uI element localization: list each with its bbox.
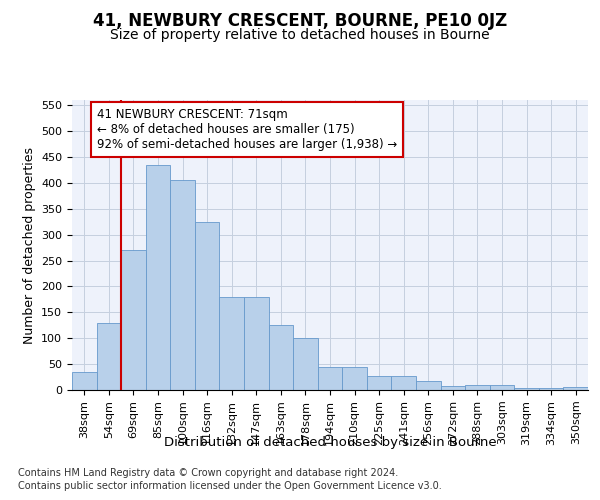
Text: 41, NEWBURY CRESCENT, BOURNE, PE10 0JZ: 41, NEWBURY CRESCENT, BOURNE, PE10 0JZ	[93, 12, 507, 30]
Bar	[293, 338, 318, 390]
Text: Contains HM Land Registry data © Crown copyright and database right 2024.: Contains HM Land Registry data © Crown c…	[18, 468, 398, 477]
Text: Size of property relative to detached houses in Bourne: Size of property relative to detached ho…	[110, 28, 490, 42]
Bar	[514, 388, 539, 390]
Bar	[490, 385, 514, 390]
Bar	[146, 164, 170, 390]
Bar	[342, 366, 367, 390]
Bar	[72, 372, 97, 390]
Text: Contains public sector information licensed under the Open Government Licence v3: Contains public sector information licen…	[18, 481, 442, 491]
Bar	[220, 297, 244, 390]
Bar	[318, 366, 342, 390]
Bar	[195, 222, 220, 390]
Bar	[563, 387, 588, 390]
Y-axis label: Number of detached properties: Number of detached properties	[23, 146, 35, 344]
Bar	[170, 180, 195, 390]
Bar	[539, 388, 563, 390]
Bar	[416, 381, 440, 390]
Text: Distribution of detached houses by size in Bourne: Distribution of detached houses by size …	[164, 436, 496, 449]
Bar	[367, 376, 391, 390]
Bar	[121, 250, 146, 390]
Bar	[440, 386, 465, 390]
Bar	[97, 322, 121, 390]
Bar	[465, 385, 490, 390]
Bar	[244, 297, 269, 390]
Bar	[269, 326, 293, 390]
Bar	[391, 376, 416, 390]
Text: 41 NEWBURY CRESCENT: 71sqm
← 8% of detached houses are smaller (175)
92% of semi: 41 NEWBURY CRESCENT: 71sqm ← 8% of detac…	[97, 108, 397, 151]
